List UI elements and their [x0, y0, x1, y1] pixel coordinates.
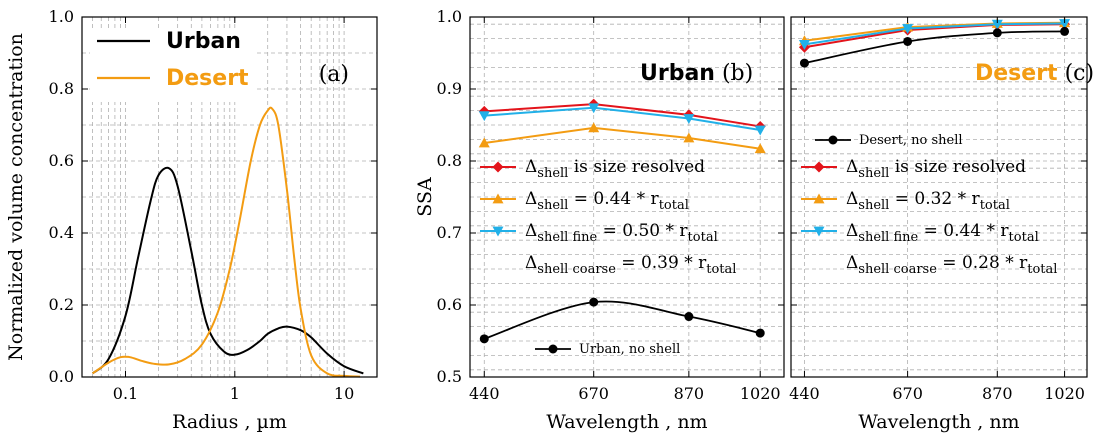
x-tick-label: 870 [674, 384, 705, 403]
panel-title-group: Desert (c) [975, 61, 1094, 86]
panel-title: Urban [640, 61, 715, 86]
series-line-no_shell [804, 30, 1065, 64]
data-point-no_shell [992, 28, 1002, 38]
x-tick-label: 670 [892, 384, 923, 403]
legend-marker-no_shell [828, 135, 838, 145]
data-point-total [588, 122, 600, 133]
data-point-total [683, 132, 695, 143]
x-tick-label: 670 [578, 384, 609, 403]
legend-marker-total [813, 193, 825, 204]
legend-marker-no_shell [548, 344, 558, 354]
x-tick-label: 10 [334, 384, 354, 403]
data-point-total [754, 143, 766, 154]
legend-marker-fine [492, 226, 504, 237]
legend-label-desert: Desert [166, 66, 249, 91]
legend-label-urban: Urban [166, 29, 241, 54]
y-tick-label: 0.2 [49, 295, 74, 314]
data-point-fine [1059, 19, 1071, 29]
legend-marker-total [492, 193, 504, 204]
legend-marker-fine [813, 226, 825, 237]
series-line-no_shell [483, 300, 761, 340]
legend-label-coarse: Δshell coarse = 0.39 * rtotal [525, 253, 736, 277]
x-tick-label: 0.1 [113, 384, 138, 403]
legend-label-fine: Δshell fine = 0.44 * rtotal [846, 221, 1039, 245]
plot-frame [469, 16, 785, 378]
panel-b: 440 670 870 1020 0.5 0.6 0.7 0.8 0.9 1.0 Wavelengt… [414, 7, 785, 433]
series-line-total [484, 126, 761, 150]
plot-frame [81, 16, 378, 378]
data-point-total [478, 137, 490, 148]
y-axis-label: SSA [414, 177, 436, 217]
data-point-fine [588, 103, 600, 114]
y-tick-label: 0.8 [437, 151, 462, 170]
panel-a: 0.1 1 10 0.0 0.2 0.4 0.6 0.8 1.0 Radius , µm Norma… [5, 7, 378, 433]
legend-label-coarse: Δshell coarse = 0.28 * rtotal [846, 253, 1057, 277]
series-line-size_resolved [484, 103, 761, 128]
data-point-no_shell [799, 58, 809, 68]
y-tick-label: 0.8 [49, 79, 74, 98]
y-tick-label: 0.4 [49, 223, 74, 242]
panel-title-group: Urban (b) [640, 61, 753, 86]
x-axis-label: Radius , µm [172, 411, 287, 433]
x-tick-label: 440 [789, 384, 820, 403]
plot-frame [790, 16, 1088, 378]
x-tick-label: 440 [469, 384, 500, 403]
data-point-fine [798, 39, 810, 50]
y-tick-label: 0.9 [437, 79, 462, 98]
legend-label-no_shell: Desert, no shell [859, 133, 963, 148]
data-point-fine [902, 24, 914, 35]
y-axis-label: Normalized volume concentration [5, 33, 27, 361]
panel-title: Desert [975, 61, 1058, 86]
legend: Urban Desert [90, 29, 255, 102]
data-point-no_shell [1060, 26, 1070, 36]
series-line-fine [804, 22, 1065, 46]
y-tick-label: 0.6 [49, 151, 74, 170]
legend-marker-size_resolved [813, 161, 825, 173]
legend-label-size_resolved: Δshell is size resolved [846, 157, 1026, 181]
data-point-fine [478, 111, 490, 122]
x-axis-label: Wavelength , nm [858, 411, 1019, 433]
y-tick-label: 0.6 [437, 295, 462, 314]
legend-label-total: Δshell = 0.32 * rtotal [846, 189, 1010, 213]
series-line-urban [91, 166, 364, 375]
data-point-no_shell [479, 334, 489, 344]
legend-label-fine: Δshell fine = 0.50 * rtotal [525, 221, 718, 245]
y-tick-label: 0.5 [437, 367, 462, 386]
legend: Δshell is size resolved Δshell = 0.32 * r… [801, 133, 1057, 277]
panel-c: 440 670 870 1020 Wavelength , nm Desert (c) Δs… [789, 16, 1094, 433]
x-tick-label: 870 [982, 384, 1013, 403]
data-point-fine [991, 19, 1003, 30]
legend-label-total: Δshell = 0.44 * rtotal [525, 189, 689, 213]
panel-label: (a) [319, 62, 349, 87]
panel-label: (b) [715, 61, 753, 86]
legend-marker-size_resolved [492, 161, 504, 173]
data-point-no_shell [903, 36, 913, 46]
x-tick-label: 1 [230, 384, 240, 403]
data-point-no_shell [755, 328, 765, 338]
legend: Δshell is size resolved Δshell = 0.44 * r… [480, 157, 736, 357]
legend-label-size_resolved: Δshell is size resolved [525, 157, 705, 181]
data-point-fine [683, 114, 695, 125]
series-line-fine [484, 106, 761, 132]
legend-label-no_shell: Urban, no shell [579, 342, 680, 357]
panel-label: (c) [1058, 61, 1094, 86]
y-tick-label: 1.0 [437, 7, 462, 26]
y-tick-label: 1.0 [49, 7, 74, 26]
data-point-fine [754, 125, 766, 136]
data-point-no_shell [684, 312, 694, 322]
x-axis-label: Wavelength , nm [546, 411, 707, 433]
y-tick-label: 0.7 [437, 223, 462, 242]
data-point-no_shell [589, 297, 599, 307]
x-tick-label: 1020 [740, 384, 781, 403]
y-tick-label: 0.0 [49, 367, 74, 386]
x-tick-label: 1020 [1044, 384, 1085, 403]
series-line-desert [92, 106, 361, 378]
